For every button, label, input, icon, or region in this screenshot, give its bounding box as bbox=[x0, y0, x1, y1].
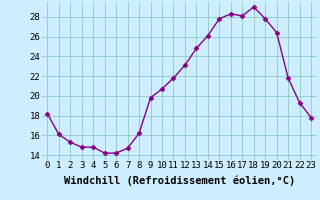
X-axis label: Windchill (Refroidissement éolien,°C): Windchill (Refroidissement éolien,°C) bbox=[64, 176, 295, 186]
